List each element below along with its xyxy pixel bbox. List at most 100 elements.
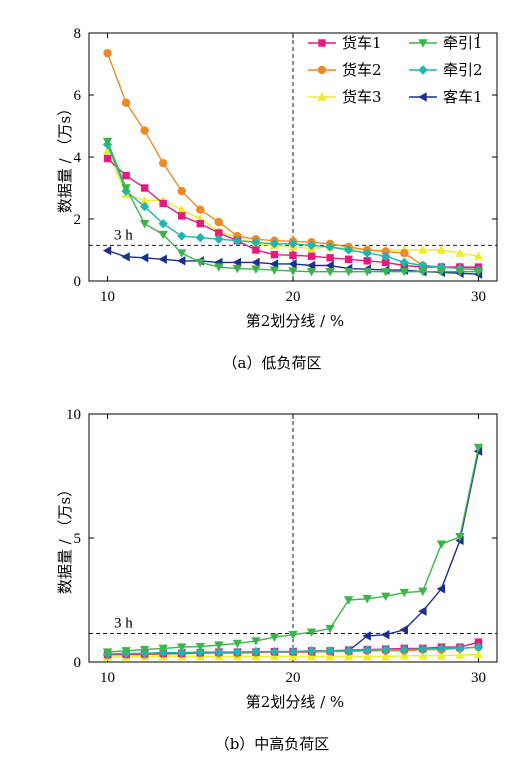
data-point — [196, 219, 204, 228]
data-point — [269, 266, 280, 275]
data-point — [399, 644, 409, 655]
x-tick-label: 10 — [100, 670, 115, 686]
data-point — [102, 245, 112, 256]
data-point — [418, 651, 428, 660]
data-point — [122, 171, 130, 180]
data-point — [269, 633, 280, 642]
data-point — [177, 231, 187, 241]
panel-a-series — [102, 48, 484, 279]
data-point — [251, 637, 261, 646]
series-牵引1 — [102, 137, 484, 277]
data-point — [139, 645, 150, 655]
data-point — [362, 268, 372, 277]
data-point — [436, 245, 447, 254]
legend-marker — [418, 39, 428, 48]
data-point — [103, 154, 112, 163]
data-point — [251, 237, 261, 247]
data-point — [251, 646, 261, 657]
data-point — [102, 137, 113, 147]
data-point — [473, 642, 484, 652]
data-point — [159, 199, 167, 208]
legend-label: 牵引1 — [443, 34, 483, 52]
x-tick-label: 30 — [471, 289, 486, 305]
y-tick-label: 8 — [74, 26, 82, 42]
data-point — [103, 48, 112, 58]
data-point — [473, 268, 484, 277]
data-point — [343, 651, 354, 661]
data-point — [362, 645, 372, 655]
data-point — [325, 646, 335, 656]
data-point — [436, 540, 447, 549]
series-客车1 — [102, 446, 483, 660]
panel-b-reference-lines: 3 h — [89, 414, 497, 662]
data-point — [363, 257, 371, 265]
data-point — [418, 260, 428, 271]
data-point — [418, 606, 427, 616]
data-point — [140, 184, 149, 192]
y-tick-label: 2 — [74, 212, 82, 228]
data-point — [343, 268, 354, 277]
data-point — [418, 245, 428, 254]
data-point — [195, 258, 205, 268]
data-point — [139, 195, 150, 205]
panel-b-ylabel: 数据量 / （万s） — [56, 482, 74, 594]
data-point — [139, 201, 150, 212]
series-牵引2 — [102, 642, 484, 659]
data-point — [214, 647, 224, 657]
data-point — [252, 246, 260, 254]
panel-b-xlabel: 第2划分线 / % — [246, 693, 344, 711]
data-point — [195, 647, 205, 657]
panel-a-ylabel: 数据量 / （万s） — [56, 101, 74, 213]
data-point — [473, 649, 484, 659]
data-point — [418, 644, 428, 654]
legend-entry-货车3: 货车3 — [308, 88, 382, 106]
data-point — [473, 443, 484, 453]
data-point — [381, 644, 391, 655]
data-point — [326, 254, 334, 262]
data-point — [158, 230, 168, 240]
x-tick-label: 10 — [100, 289, 115, 305]
data-point — [177, 205, 187, 214]
data-point — [418, 268, 428, 277]
data-point — [325, 651, 335, 661]
y-tick-label: 0 — [74, 655, 82, 671]
data-point — [381, 251, 391, 261]
data-point — [288, 646, 298, 657]
data-point — [381, 592, 391, 601]
data-point — [436, 651, 447, 660]
data-point — [474, 638, 483, 646]
data-point — [381, 268, 391, 277]
data-point — [121, 252, 130, 262]
data-point — [306, 260, 316, 271]
data-point — [455, 268, 465, 277]
data-point — [307, 252, 316, 260]
y-tick-label: 10 — [66, 407, 81, 423]
data-point — [306, 268, 317, 277]
data-point — [436, 268, 447, 277]
legend-marker — [318, 39, 326, 47]
legend-entry-货车2: 货车2 — [308, 61, 382, 79]
data-point — [178, 212, 186, 220]
y-tick-label: 0 — [74, 274, 82, 290]
reference-line-label: 3 h — [114, 615, 133, 631]
data-point — [399, 651, 409, 660]
legend-entry-牵引2: 牵引2 — [409, 61, 483, 79]
x-tick-label: 30 — [471, 670, 486, 686]
panel-a-ticks: 10 20 30 0 2 4 6 8 — [74, 26, 497, 305]
data-point — [121, 98, 131, 107]
data-point — [139, 253, 149, 263]
data-point — [455, 533, 465, 542]
data-point — [418, 587, 428, 597]
data-point — [121, 647, 131, 656]
data-point — [196, 205, 205, 214]
panel-b-series — [102, 443, 484, 661]
data-point — [139, 219, 150, 229]
legend-entry-牵引1: 牵引1 — [409, 34, 483, 52]
data-point — [306, 240, 317, 251]
data-point — [269, 239, 280, 249]
data-point — [232, 647, 243, 657]
data-point — [382, 258, 390, 267]
data-point — [343, 596, 354, 605]
legend-label: 货车1 — [342, 34, 382, 52]
y-tick-label: 6 — [74, 88, 82, 104]
